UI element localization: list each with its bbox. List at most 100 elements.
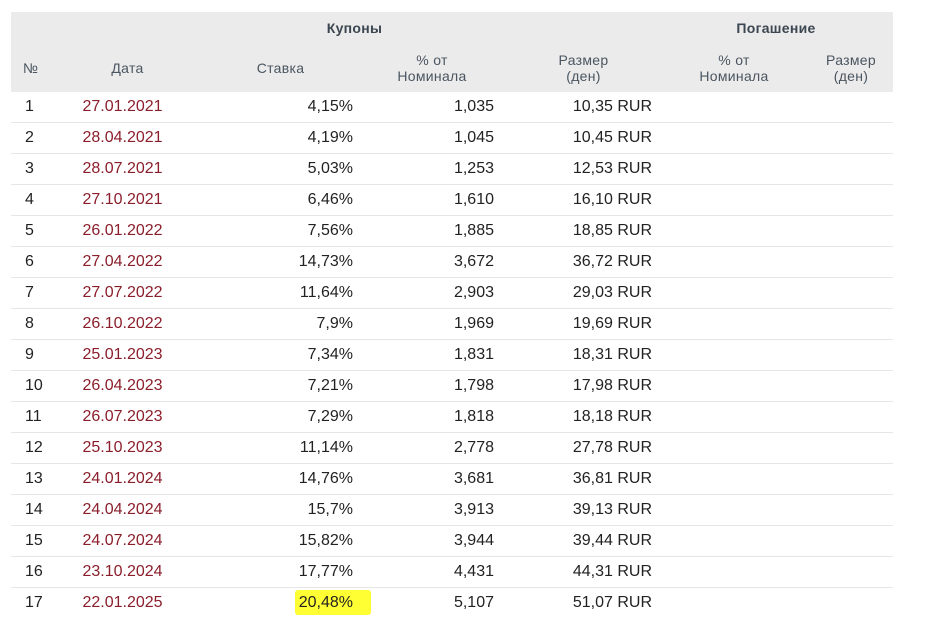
cell-date: 25.01.2023 — [50, 340, 205, 371]
table-row: 3 28.07.2021 5,03% 1,253 12,53 RUR — [11, 154, 893, 185]
cell-rate-value: 14,76% — [299, 470, 353, 487]
cell-date: 24.04.2024 — [50, 495, 205, 526]
cell-redemption-size — [809, 557, 893, 588]
col-header-red-size-line2: (ден) — [834, 68, 869, 84]
cell-pct-of-nominal: 1,831 — [356, 340, 508, 371]
cell-rate-value: 7,56% — [308, 222, 353, 239]
cell-pct-of-nominal-value: 5,107 — [454, 594, 494, 611]
cell-num: 15 — [11, 526, 50, 557]
cell-redemption-pct — [659, 185, 809, 216]
cell-pct-of-nominal-value: 2,778 — [454, 439, 494, 456]
cell-redemption-size — [809, 247, 893, 278]
cell-date: 26.07.2023 — [50, 402, 205, 433]
cell-pct-of-nominal: 4,431 — [356, 557, 508, 588]
cell-date: 28.07.2021 — [50, 154, 205, 185]
cell-pct-of-nominal-value: 1,610 — [454, 191, 494, 208]
cell-rate: 20,48% — [205, 588, 356, 618]
cell-coupon-size: 18,31 RUR — [508, 340, 659, 371]
cell-coupon-size-value: 12,53 RUR — [573, 160, 652, 177]
cell-coupon-size: 10,45 RUR — [508, 123, 659, 154]
cell-coupon-size-value: 16,10 RUR — [573, 191, 652, 208]
cell-redemption-pct — [659, 309, 809, 340]
cell-rate: 4,19% — [205, 123, 356, 154]
cell-date-value: 22.01.2025 — [82, 594, 162, 611]
cell-num-value: 13 — [25, 470, 43, 487]
cell-num-value: 7 — [25, 284, 34, 301]
cell-pct-of-nominal: 1,610 — [356, 185, 508, 216]
cell-pct-of-nominal-value: 1,969 — [454, 315, 494, 332]
cell-pct-of-nominal-value: 1,253 — [454, 160, 494, 177]
cell-pct-of-nominal: 2,903 — [356, 278, 508, 309]
cell-num: 5 — [11, 216, 50, 247]
cell-num: 4 — [11, 185, 50, 216]
cell-redemption-size — [809, 154, 893, 185]
col-header-pct-line2: Номинала — [397, 68, 466, 84]
cell-pct-of-nominal-value: 3,913 — [454, 501, 494, 518]
cell-redemption-pct — [659, 464, 809, 495]
cell-num-value: 12 — [25, 439, 43, 456]
cell-num: 3 — [11, 154, 50, 185]
cell-num: 16 — [11, 557, 50, 588]
cell-rate: 7,34% — [205, 340, 356, 371]
cell-coupon-size-value: 39,13 RUR — [573, 501, 652, 518]
cell-redemption-pct — [659, 123, 809, 154]
cell-num-value: 15 — [25, 532, 43, 549]
cell-num: 14 — [11, 495, 50, 526]
cell-redemption-pct — [659, 526, 809, 557]
cell-redemption-size — [809, 278, 893, 309]
cell-rate-value: 5,03% — [308, 160, 353, 177]
group-header-redemption: Погашение — [659, 12, 893, 43]
cell-redemption-size — [809, 123, 893, 154]
cell-date: 24.01.2024 — [50, 464, 205, 495]
cell-redemption-pct — [659, 495, 809, 526]
cell-num-value: 4 — [25, 191, 34, 208]
col-header-red-pct-line2: Номинала — [699, 68, 768, 84]
cell-num-value: 3 — [25, 160, 34, 177]
cell-date: 23.10.2024 — [50, 557, 205, 588]
cell-rate-value: 15,82% — [299, 532, 353, 549]
cell-rate-value: 4,15% — [308, 98, 353, 115]
cell-rate-value: 7,21% — [308, 377, 353, 394]
cell-pct-of-nominal-value: 1,831 — [454, 346, 494, 363]
cell-rate: 11,64% — [205, 278, 356, 309]
cell-pct-of-nominal: 1,969 — [356, 309, 508, 340]
cell-redemption-size — [809, 402, 893, 433]
cell-date-value: 26.01.2022 — [82, 222, 162, 239]
cell-pct-of-nominal: 3,672 — [356, 247, 508, 278]
cell-redemption-size — [809, 185, 893, 216]
cell-coupon-size: 36,81 RUR — [508, 464, 659, 495]
cell-rate-value: 15,7% — [308, 501, 353, 518]
cell-date-value: 27.01.2021 — [82, 98, 162, 115]
cell-redemption-size — [809, 371, 893, 402]
cell-num: 9 — [11, 340, 50, 371]
cell-redemption-size — [809, 216, 893, 247]
cell-pct-of-nominal: 2,778 — [356, 433, 508, 464]
col-header-pct-line1: % от — [416, 52, 447, 68]
cell-rate: 15,7% — [205, 495, 356, 526]
cell-coupon-size: 18,85 RUR — [508, 216, 659, 247]
cell-coupon-size-value: 44,31 RUR — [573, 563, 652, 580]
cell-date-value: 28.07.2021 — [82, 160, 162, 177]
cell-rate-value: 7,34% — [308, 346, 353, 363]
cell-coupon-size-value: 36,81 RUR — [573, 470, 652, 487]
cell-pct-of-nominal: 1,035 — [356, 92, 508, 123]
cell-date-value: 23.10.2024 — [82, 563, 162, 580]
cell-rate: 7,56% — [205, 216, 356, 247]
cell-redemption-pct — [659, 216, 809, 247]
cell-num-value: 1 — [25, 98, 34, 115]
cell-num: 13 — [11, 464, 50, 495]
cell-rate: 4,15% — [205, 92, 356, 123]
header-spacer — [11, 12, 50, 43]
cell-rate: 7,9% — [205, 309, 356, 340]
